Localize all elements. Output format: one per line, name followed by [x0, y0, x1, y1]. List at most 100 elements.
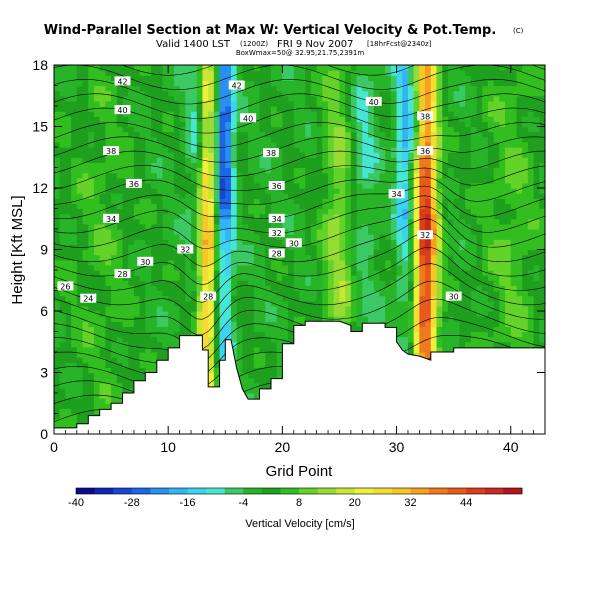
heatmap-cell: [322, 65, 329, 71]
heatmap-cell: [162, 275, 169, 281]
heatmap-cell: [105, 172, 112, 179]
heatmap-cell: [396, 336, 403, 343]
heatmap-cell: [379, 244, 386, 251]
heatmap-cell: [93, 326, 101, 333]
heatmap-cell: [356, 213, 363, 220]
heatmap-cell: [162, 264, 169, 271]
heatmap-cell: [133, 275, 141, 281]
heatmap-cell: [128, 336, 135, 343]
heatmap-cell: [390, 285, 398, 292]
heatmap-cell: [310, 141, 318, 148]
heatmap-cell: [385, 111, 392, 117]
heatmap-cell: [356, 111, 363, 117]
heatmap-cell: [270, 188, 278, 194]
heatmap-cell: [139, 270, 146, 276]
heatmap-cell: [76, 393, 84, 399]
heatmap-cell: [419, 336, 426, 343]
heatmap-cell: [71, 254, 78, 261]
heatmap-cell: [430, 100, 438, 107]
heatmap-cell: [116, 377, 124, 384]
heatmap-cell: [390, 162, 398, 169]
heatmap-cell: [339, 223, 346, 230]
heatmap-cell: [93, 377, 101, 384]
heatmap-cell: [54, 413, 61, 420]
heatmap-cell: [310, 152, 318, 158]
heatmap-cell: [425, 177, 432, 184]
heatmap-cell: [71, 131, 78, 138]
heatmap-cell: [242, 65, 249, 71]
heatmap-cell: [430, 311, 438, 317]
heatmap-cell: [99, 382, 106, 389]
heatmap-cell: [265, 239, 272, 245]
heatmap-cell: [350, 300, 358, 307]
heatmap-cell: [345, 136, 352, 143]
heatmap-cell: [425, 254, 432, 261]
heatmap-cell: [362, 249, 369, 256]
heatmap-cell: [322, 290, 329, 297]
heatmap-cell: [139, 203, 146, 210]
heatmap-cell: [54, 126, 61, 133]
heatmap-cell: [276, 352, 283, 358]
heatmap-cell: [402, 244, 409, 251]
heatmap-cell: [105, 305, 112, 312]
heatmap-cell: [139, 321, 146, 327]
heatmap-cell: [413, 254, 420, 261]
heatmap-cell: [316, 172, 323, 179]
heatmap-cell: [333, 188, 341, 194]
heatmap-cell: [259, 352, 266, 358]
heatmap-cell: [105, 280, 112, 286]
heatmap-cell: [179, 316, 186, 322]
heatmap-cell: [185, 331, 192, 338]
heatmap-cell: [105, 300, 112, 307]
heatmap-cell: [396, 111, 403, 117]
heatmap-cell: [156, 275, 164, 281]
heatmap-cell: [105, 85, 112, 92]
heatmap-cell: [213, 229, 221, 235]
heatmap-cell: [173, 254, 181, 261]
heatmap-cell: [265, 346, 272, 353]
heatmap-cell: [339, 280, 346, 286]
heatmap-cell: [379, 270, 386, 276]
heatmap-cell: [156, 198, 164, 204]
heatmap-cell: [156, 229, 164, 235]
heatmap-cell: [379, 162, 386, 169]
heatmap-cell: [128, 331, 135, 338]
heatmap-cell: [99, 254, 106, 261]
heatmap-cell: [385, 295, 392, 302]
heatmap-cell: [333, 280, 341, 286]
heatmap-cell: [402, 208, 409, 215]
heatmap-cell: [293, 126, 301, 133]
heatmap-cell: [105, 188, 112, 194]
heatmap-cell: [333, 85, 341, 92]
heatmap-cell: [265, 70, 272, 76]
heatmap-cell: [82, 152, 89, 158]
heatmap-cell: [145, 223, 152, 230]
heatmap-cell: [293, 188, 301, 194]
heatmap-cell: [116, 177, 124, 184]
heatmap-cell: [270, 85, 278, 92]
heatmap-cell: [385, 244, 392, 251]
heatmap-cell: [345, 182, 352, 189]
heatmap-cell: [54, 121, 61, 128]
heatmap-cell: [368, 80, 375, 87]
heatmap-cell: [402, 162, 409, 169]
heatmap-cell: [116, 244, 124, 251]
heatmap-cell: [128, 203, 135, 210]
heatmap-cell: [248, 172, 255, 179]
heatmap-cell: [59, 362, 67, 368]
heatmap-cell: [162, 65, 169, 71]
heatmap-cell: [208, 131, 215, 138]
heatmap-cell: [196, 121, 204, 128]
heatmap-cell: [436, 254, 443, 261]
heatmap-cell: [322, 203, 329, 210]
heatmap-cell: [282, 75, 289, 81]
heatmap-cell: [133, 239, 141, 245]
heatmap-cell: [282, 198, 289, 204]
heatmap-cell: [105, 177, 112, 184]
heatmap-cell: [396, 311, 403, 317]
heatmap-cell: [407, 131, 415, 138]
heatmap-cell: [253, 95, 261, 102]
heatmap-cell: [111, 259, 118, 266]
heatmap-cell: [259, 162, 266, 169]
heatmap-cell: [310, 193, 318, 199]
